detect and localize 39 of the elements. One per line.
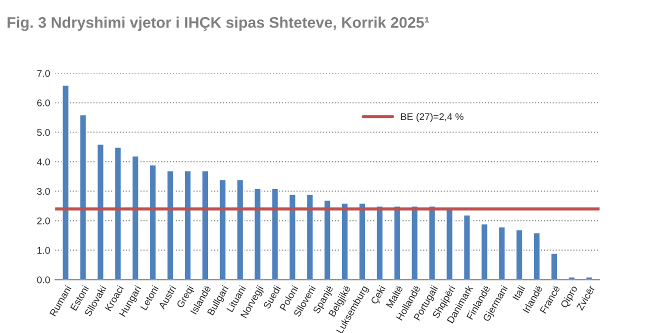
bar (532, 232, 541, 280)
bar (515, 228, 524, 280)
bar (61, 84, 70, 280)
y-tick-label: 3.0 (37, 188, 50, 195)
bar (253, 188, 262, 280)
y-tick-label: 2.0 (37, 217, 50, 224)
bar (166, 170, 174, 280)
bar (131, 155, 140, 280)
bar (201, 170, 210, 280)
y-tick-label: 0.0 (37, 276, 50, 284)
y-tick-label: 6.0 (37, 99, 50, 106)
bar (498, 226, 506, 280)
bar (288, 193, 297, 280)
bar (184, 170, 192, 280)
bar (376, 205, 384, 280)
bar (270, 188, 280, 280)
y-tick-label: 7.0 (37, 70, 50, 77)
bar (306, 193, 314, 280)
bar (114, 146, 122, 280)
bar (480, 222, 489, 280)
bar (462, 214, 472, 280)
bar (96, 143, 105, 280)
bar (392, 205, 402, 280)
y-tick-label: 4.0 (36, 158, 50, 166)
bar (323, 199, 332, 280)
y-tick-label: 1.0 (37, 246, 50, 254)
bar (410, 205, 419, 280)
chart-title: Fig. 3 Ndryshimi vjetor i IHÇK sipas Shteteve, Korrik 2025¹ (8, 16, 429, 31)
y-tick-label: 5.0 (37, 128, 50, 136)
bar (78, 114, 88, 280)
bar (218, 178, 227, 280)
legend-label: BE (27)=2,4 % (401, 112, 464, 122)
bar (148, 164, 158, 280)
bar (428, 205, 436, 280)
bar (358, 202, 366, 280)
x-tick-label: Itali (512, 285, 526, 300)
bar (550, 252, 558, 280)
bar (340, 202, 349, 280)
bar (236, 178, 244, 280)
